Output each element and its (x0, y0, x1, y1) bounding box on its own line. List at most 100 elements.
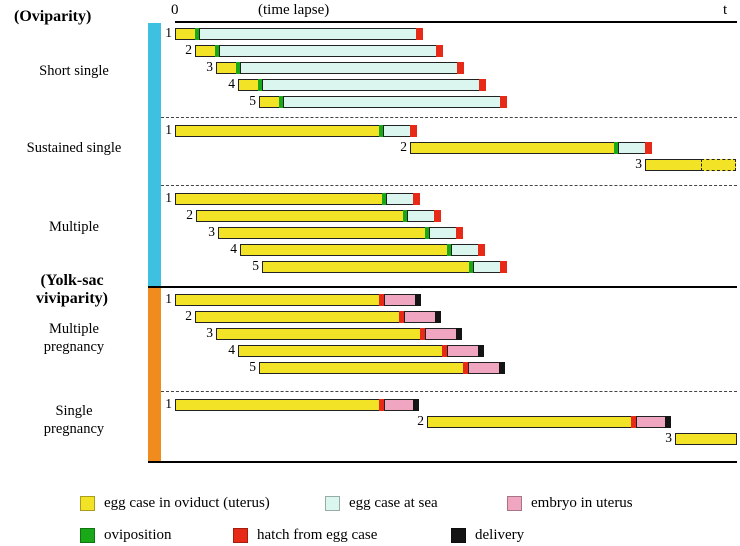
egg-case-in-oviduct-segment (645, 159, 702, 171)
timeline-row: 4 (230, 241, 485, 256)
timeline-row: 2 (400, 139, 652, 154)
timeline-row: 3 (635, 156, 736, 171)
divider-dashed-1 (161, 117, 737, 118)
egg-case-in-oviduct-segment (175, 294, 380, 306)
oviposition-marker (382, 193, 387, 205)
oviposition-marker (195, 28, 200, 40)
egg-case-in-oviduct-segment (240, 244, 448, 256)
timeline-row: 2 (186, 207, 441, 222)
row-number: 5 (249, 359, 256, 374)
legend-label: egg case in oviduct (uterus) (104, 495, 270, 511)
oviposition-marker (258, 79, 263, 91)
row-number: 3 (208, 224, 215, 239)
legend-item-egg-case-oviduct: egg case in oviduct (uterus) (80, 495, 270, 512)
row-number: 2 (400, 139, 407, 154)
legend-label: egg case at sea (349, 495, 438, 511)
legend-item-embryo-in-uterus: embryo in uterus (507, 495, 633, 512)
egg-case-oviduct-swatch (80, 496, 95, 511)
egg-case-at-sea-segment (240, 62, 458, 74)
egg-case-at-sea-segment (219, 45, 437, 57)
oviposition-marker (403, 210, 408, 222)
egg-case-at-sea-segment (451, 244, 479, 256)
hatch-marker (434, 210, 441, 222)
hatch-marker (379, 294, 385, 306)
legend-item-hatch: hatch from egg case (233, 527, 377, 544)
row-number: 1 (165, 122, 172, 137)
oviposition-marker (379, 125, 384, 137)
egg-case-in-oviduct-segment (175, 193, 383, 205)
divider-dashed-3 (161, 391, 737, 392)
hatch-marker (456, 227, 463, 239)
timeline-row: 4 (228, 342, 484, 357)
timeline-row: 3 (665, 430, 737, 445)
oviposition-marker (425, 227, 430, 239)
egg-case-in-oviduct-segment (175, 125, 380, 137)
embryo-in-uterus-segment (468, 362, 500, 374)
row-number: 4 (230, 241, 237, 256)
timeline-row: 1 (165, 25, 423, 40)
egg-case-at-sea-segment (618, 142, 646, 154)
group-label-viviparity: (Yolk-sac viviparity) (36, 272, 108, 308)
embryo-in-uterus-segment (384, 399, 414, 411)
egg-case-in-oviduct-segment (218, 227, 426, 239)
timeline-row: 1 (165, 190, 420, 205)
group-label-oviparity: (Oviparity) (14, 8, 92, 25)
hatch-marker (500, 261, 507, 273)
row-number: 4 (228, 76, 235, 91)
row-number: 1 (165, 396, 172, 411)
legend-label: oviposition (104, 527, 172, 543)
row-number: 1 (165, 291, 172, 306)
egg-case-at-sea-segment (283, 96, 501, 108)
oviposition-marker (215, 45, 220, 57)
egg-case-in-oviduct-segment (259, 362, 464, 374)
egg-case-in-oviduct-segment (195, 45, 216, 57)
timeline-row: 1 (165, 291, 421, 306)
embryo-in-uterus-segment (404, 311, 436, 323)
egg-case-in-oviduct-segment (675, 433, 737, 445)
hatch-marker (436, 45, 443, 57)
egg-case-in-oviduct-segment (175, 399, 380, 411)
egg-case-in-oviduct-segment (216, 328, 421, 340)
egg-case-in-oviduct-segment (175, 28, 196, 40)
egg-case-in-oviduct-segment (195, 311, 400, 323)
axis-origin-label: 0 (171, 2, 179, 18)
row-number: 2 (417, 413, 424, 428)
embryo-in-uterus-segment (447, 345, 479, 357)
embryo-in-uterus-swatch (507, 496, 522, 511)
hatch-marker (500, 96, 507, 108)
egg-case-in-oviduct-segment (238, 79, 259, 91)
row-number: 3 (635, 156, 642, 171)
egg-case-in-oviduct-segment (262, 261, 470, 273)
legend-item-delivery: delivery (451, 527, 524, 544)
oviposition-marker (469, 261, 474, 273)
section-label-multiple: Multiple (49, 219, 99, 235)
delivery-marker (415, 294, 421, 306)
hatch-marker (410, 125, 417, 137)
legend-item-egg-case-at-sea: egg case at sea (325, 495, 438, 512)
hatch-marker (416, 28, 423, 40)
delivery-marker (478, 345, 484, 357)
egg-case-in-oviduct-segment (427, 416, 632, 428)
egg-case-at-sea-swatch (325, 496, 340, 511)
section-label-sustained-single: Sustained single (26, 140, 122, 156)
oviposition-marker (614, 142, 619, 154)
row-number: 1 (165, 25, 172, 40)
oviposition-swatch (80, 528, 95, 543)
delivery-marker (665, 416, 671, 428)
timeline-row: 2 (417, 413, 671, 428)
timeline-row: 2 (185, 42, 443, 57)
legend-label: hatch from egg case (257, 527, 378, 543)
hatch-marker (463, 362, 469, 374)
row-number: 5 (249, 93, 256, 108)
legend-label: delivery (475, 527, 525, 543)
hatch-swatch (233, 528, 248, 543)
delivery-marker (413, 399, 419, 411)
section-label-short-single: Short single (39, 63, 109, 79)
egg-case-at-sea-segment (386, 193, 414, 205)
row-number: 1 (165, 190, 172, 205)
oviposition-marker (236, 62, 241, 74)
row-number: 3 (665, 430, 672, 445)
timeline-row: 2 (185, 308, 441, 323)
hatch-marker (413, 193, 420, 205)
